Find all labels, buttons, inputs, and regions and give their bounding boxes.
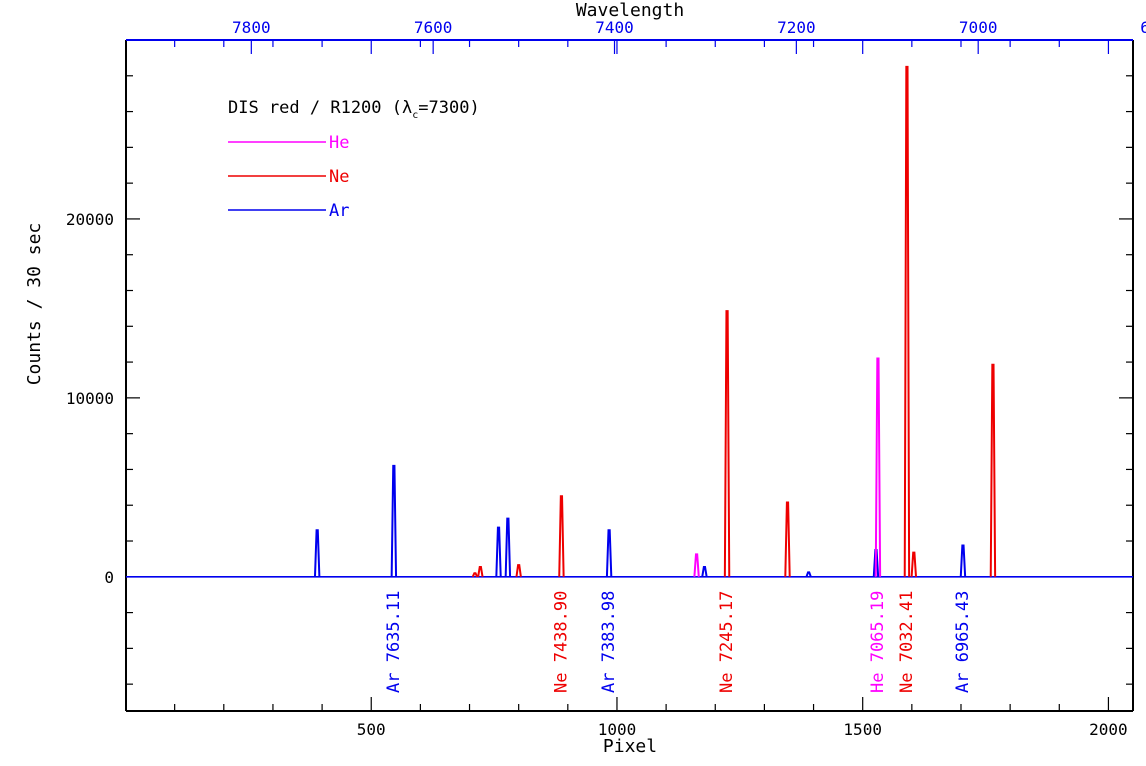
legend: DIS red / R1200 (λc=7300) He Ne Ar bbox=[228, 98, 480, 221]
peak-ne bbox=[515, 564, 522, 577]
chart-title-pre: DIS red / R1200 ( bbox=[228, 98, 402, 118]
top-tick-label: 7400 bbox=[595, 18, 634, 37]
chart-title-lambda: λ bbox=[402, 98, 412, 118]
peak-ar bbox=[605, 529, 613, 577]
peak-ne bbox=[723, 310, 731, 577]
annotation-layer: Ar 7635.11 Ne 7438.90 Ar 7383.98 Ne 7245.17… bbox=[384, 591, 973, 693]
peak-ar bbox=[504, 517, 512, 577]
peak-ne bbox=[784, 501, 791, 577]
top-tick-label: 7800 bbox=[232, 18, 271, 37]
y-tick-label: 20000 bbox=[66, 210, 114, 229]
legend-label-ar: Ar bbox=[329, 201, 349, 221]
x-tick-label: 1000 bbox=[598, 720, 637, 739]
series-he bbox=[693, 357, 882, 577]
chart-title-post: =7300) bbox=[418, 98, 479, 118]
peak-ne bbox=[910, 551, 918, 577]
peak-he bbox=[693, 553, 700, 577]
chart-title: DIS red / R1200 (λc=7300) bbox=[228, 98, 480, 121]
legend-label-he: He bbox=[329, 133, 349, 153]
top-tick-label: 7600 bbox=[414, 18, 453, 37]
chart-title-subscript: c bbox=[412, 110, 418, 121]
top-tick-label: 7000 bbox=[959, 18, 998, 37]
line-annotation: Ar 6965.43 bbox=[953, 591, 973, 693]
series-ar bbox=[313, 464, 967, 578]
peak-ar bbox=[701, 565, 708, 577]
y-tick-label: 10000 bbox=[66, 389, 114, 408]
y-axis-title: Counts / 30 sec bbox=[24, 223, 45, 386]
top-axis-title: Wavelength bbox=[576, 0, 684, 21]
x-axis-title: Pixel bbox=[603, 736, 657, 757]
peak-ne bbox=[471, 572, 479, 578]
x-tick-label: 500 bbox=[357, 720, 386, 739]
peak-ar bbox=[805, 571, 812, 578]
peak-ar bbox=[959, 544, 967, 577]
line-annotation: Ar 7383.98 bbox=[599, 591, 619, 693]
top-tick-label: 7200 bbox=[777, 18, 816, 37]
legend-label-ne: Ne bbox=[329, 167, 349, 187]
peak-he bbox=[874, 357, 882, 577]
peak-ar bbox=[390, 464, 398, 577]
line-annotation: Ne 7245.17 bbox=[717, 591, 737, 693]
x-tick-label: 2000 bbox=[1089, 720, 1128, 739]
x-tick-label: 1500 bbox=[843, 720, 882, 739]
series-ne bbox=[471, 65, 997, 578]
peak-ar bbox=[313, 529, 321, 577]
peak-ne bbox=[558, 495, 565, 577]
line-annotation: Ar 7635.11 bbox=[384, 591, 404, 693]
line-annotation: He 7065.19 bbox=[868, 591, 888, 693]
line-annotation: Ne 7438.90 bbox=[551, 591, 571, 693]
peak-ne bbox=[903, 65, 911, 577]
series-layer bbox=[313, 65, 997, 578]
y-tick-label: 0 bbox=[104, 568, 114, 587]
peak-ne bbox=[477, 565, 484, 577]
line-annotation: Ne 7032.41 bbox=[897, 591, 917, 693]
peak-ar bbox=[495, 526, 502, 577]
legend-entries: He Ne Ar bbox=[228, 133, 349, 221]
top-tick-label: 6800 bbox=[1140, 18, 1146, 37]
peak-ne bbox=[989, 363, 997, 577]
